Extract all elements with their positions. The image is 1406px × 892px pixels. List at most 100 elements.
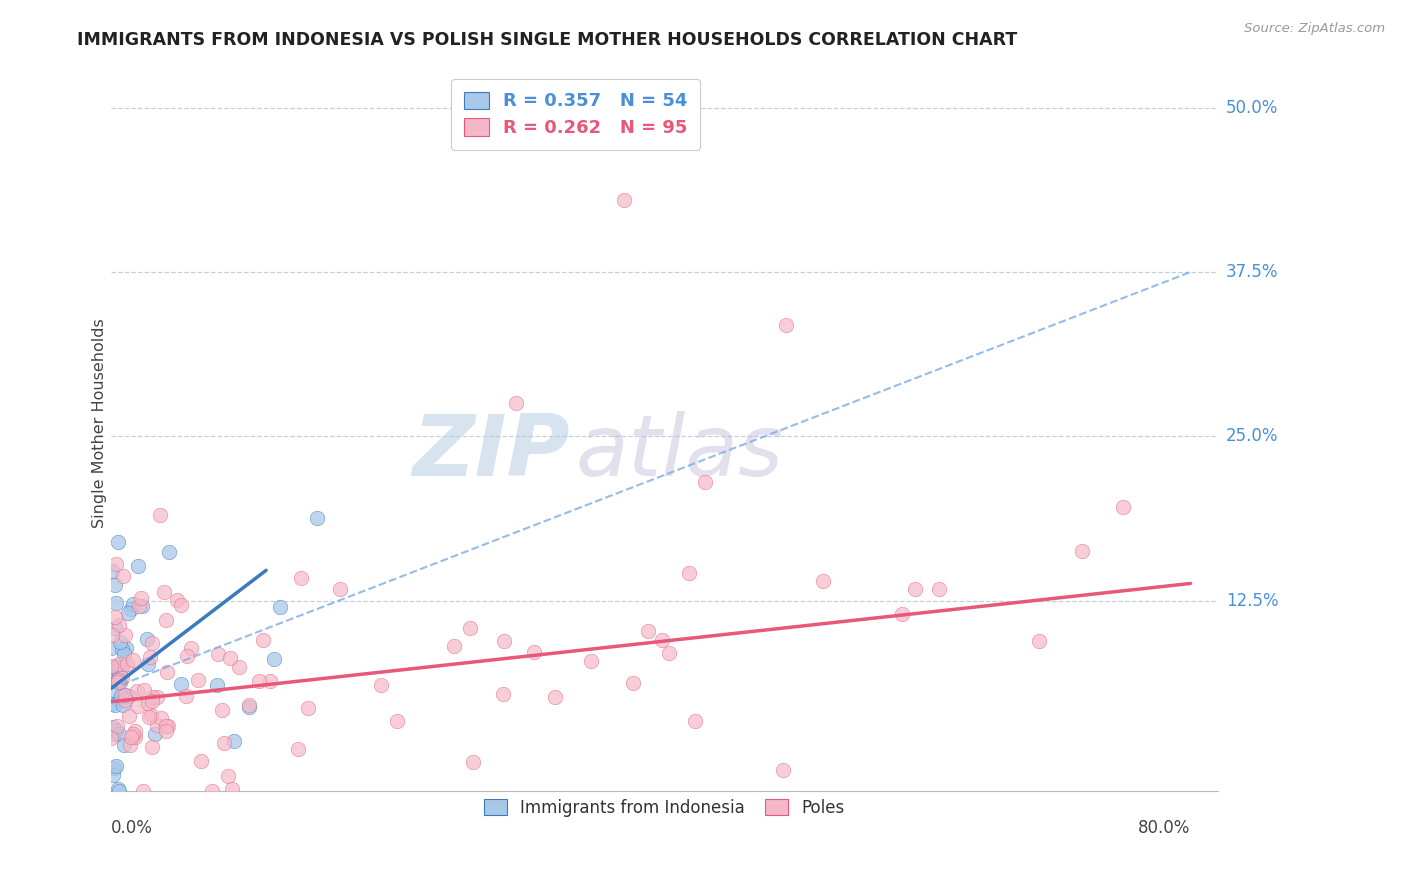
Point [111, 568, 134, 582]
Point [211, 703, 233, 717]
Point [115, 640, 138, 655]
Point [118, 709, 141, 723]
Point [156, 719, 179, 733]
Point [217, 769, 239, 783]
Point [132, 682, 155, 697]
Point [118, 738, 141, 752]
Point [111, 698, 134, 712]
Point [114, 628, 136, 642]
Point [491, 687, 513, 701]
Point [104, 698, 127, 713]
Point [127, 698, 149, 713]
Point [117, 657, 139, 672]
Point [143, 727, 166, 741]
Point [651, 633, 673, 648]
Text: ZIP: ZIP [412, 411, 571, 494]
Point [141, 690, 163, 705]
Point [101, 667, 124, 681]
Text: 25.0%: 25.0% [1226, 427, 1278, 445]
Point [138, 710, 160, 724]
Point [108, 618, 131, 632]
Point [101, 564, 124, 578]
Point [107, 674, 129, 689]
Point [111, 660, 134, 674]
Point [174, 689, 197, 703]
Point [104, 557, 127, 571]
Point [269, 599, 291, 614]
Point [108, 693, 131, 707]
Point [111, 642, 134, 657]
Point [105, 674, 128, 689]
Point [132, 784, 155, 798]
Point [190, 755, 212, 769]
Point [100, 666, 122, 681]
Point [122, 653, 145, 667]
Point [505, 396, 527, 410]
Point [118, 690, 141, 704]
Point [103, 768, 125, 782]
Point [107, 534, 129, 549]
Point [105, 659, 128, 673]
Point [180, 641, 202, 656]
Point [772, 763, 794, 777]
Point [637, 624, 659, 638]
Point [108, 784, 131, 798]
Point [114, 688, 136, 702]
Point [108, 675, 131, 690]
Point [136, 657, 159, 672]
Point [683, 714, 706, 729]
Point [112, 647, 135, 661]
Point [544, 690, 567, 704]
Point [141, 739, 163, 754]
Point [329, 582, 352, 596]
Point [139, 708, 162, 723]
Point [1111, 500, 1133, 514]
Point [205, 678, 228, 692]
Point [100, 641, 122, 656]
Y-axis label: Single Mother Households: Single Mother Households [93, 318, 107, 528]
Point [110, 671, 132, 685]
Point [101, 683, 124, 698]
Point [621, 676, 644, 690]
Point [103, 667, 125, 681]
Point [101, 720, 124, 734]
Point [112, 738, 135, 752]
Point [135, 632, 157, 646]
Text: 37.5%: 37.5% [1226, 263, 1278, 281]
Point [207, 647, 229, 661]
Legend: Immigrants from Indonesia, Poles: Immigrants from Indonesia, Poles [477, 792, 852, 823]
Point [166, 593, 188, 607]
Point [146, 718, 169, 732]
Point [219, 651, 242, 665]
Point [141, 636, 163, 650]
Point [238, 700, 260, 714]
Text: Source: ZipAtlas.com: Source: ZipAtlas.com [1244, 22, 1385, 36]
Point [212, 736, 235, 750]
Point [101, 628, 124, 642]
Point [443, 639, 465, 653]
Point [693, 475, 716, 490]
Point [104, 596, 127, 610]
Point [187, 673, 209, 687]
Point [108, 634, 131, 648]
Point [259, 674, 281, 689]
Point [114, 692, 136, 706]
Point [120, 602, 142, 616]
Point [103, 761, 125, 775]
Point [149, 508, 172, 522]
Point [228, 660, 250, 674]
Point [461, 755, 484, 769]
Text: 50.0%: 50.0% [1226, 99, 1278, 117]
Point [297, 701, 319, 715]
Point [155, 719, 177, 733]
Point [101, 660, 124, 674]
Point [221, 781, 243, 796]
Point [131, 599, 153, 614]
Point [224, 734, 246, 748]
Point [238, 698, 260, 712]
Point [104, 622, 127, 636]
Point [658, 646, 681, 660]
Point [110, 689, 132, 703]
Point [127, 684, 149, 698]
Point [252, 632, 274, 647]
